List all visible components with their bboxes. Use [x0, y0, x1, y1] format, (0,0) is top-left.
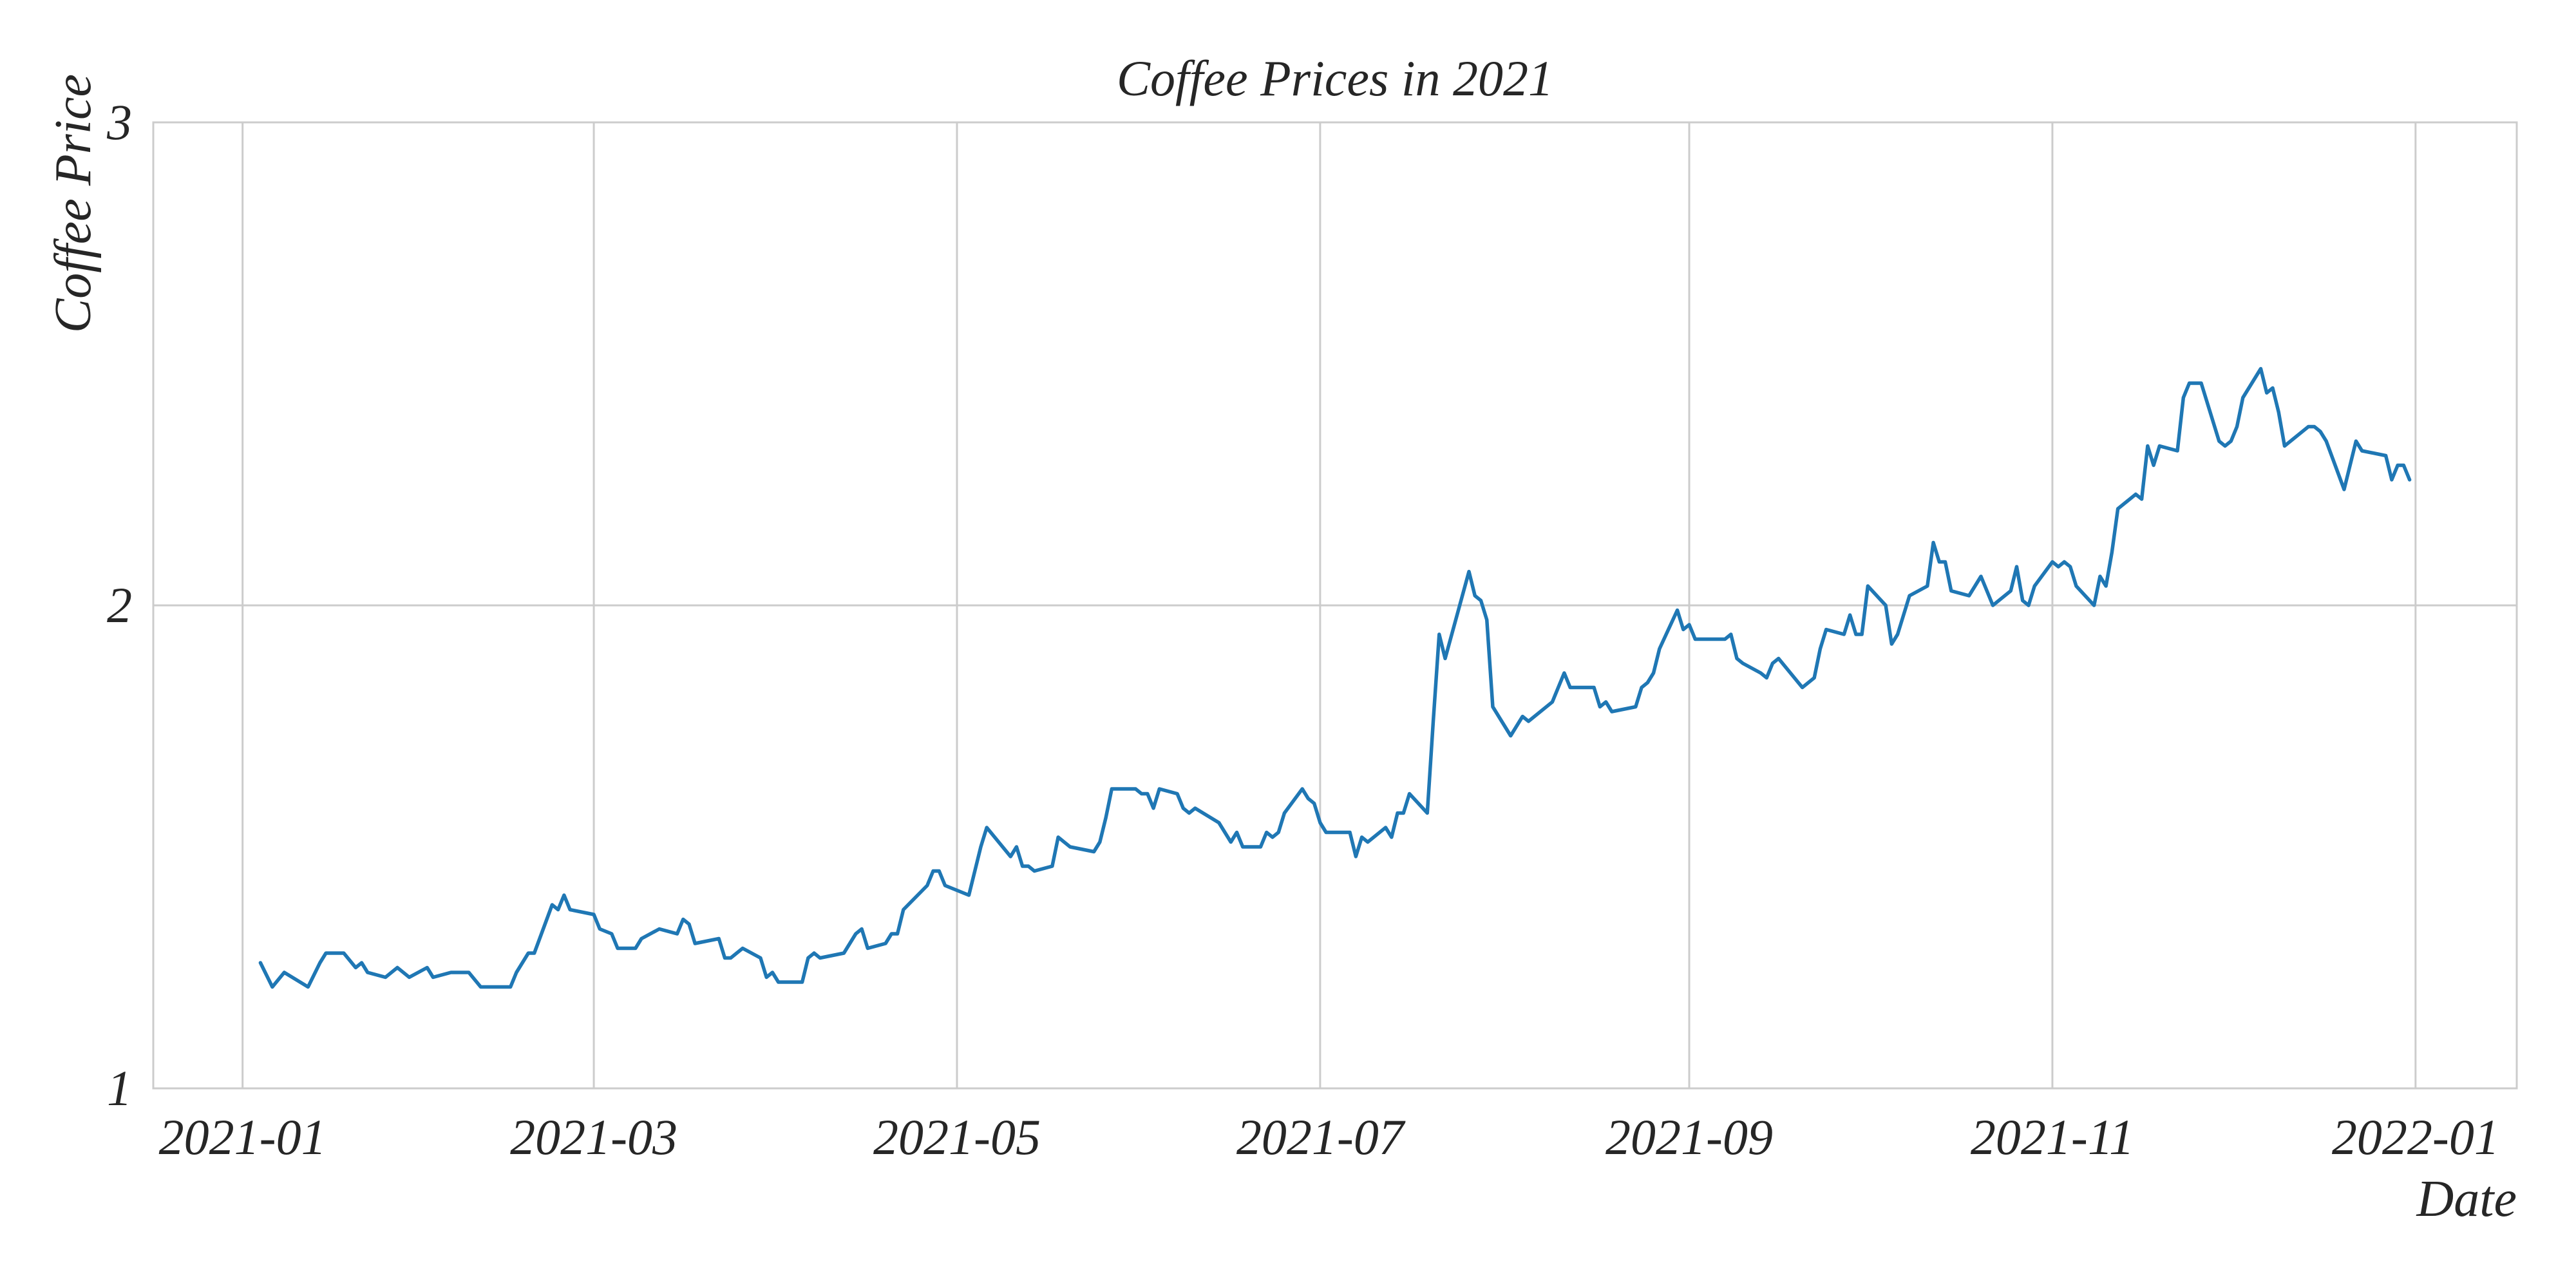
data-line — [258, 366, 2412, 989]
x-axis-label: Date — [2416, 1171, 2517, 1227]
x-tick-label: 2021-09 — [1605, 1109, 1773, 1165]
plot-frame — [152, 121, 2518, 1090]
x-tick-label: 2021-05 — [873, 1109, 1041, 1165]
x-tick-label: 2021-03 — [510, 1109, 677, 1165]
x-tick-label: 2021-11 — [1971, 1109, 2134, 1165]
y-tick-label: 2 — [107, 577, 132, 633]
y-tick-label: 3 — [106, 94, 132, 150]
x-tick-label: 2021-07 — [1236, 1109, 1406, 1165]
x-tick-label: 2021-01 — [159, 1109, 327, 1165]
y-axis-label: Coffee Price — [45, 74, 102, 333]
y-tick-label: 1 — [107, 1060, 132, 1116]
x-tick-label: 2022-01 — [2332, 1109, 2499, 1165]
chart-title: Coffee Prices in 2021 — [1117, 50, 1553, 106]
plot — [258, 366, 2412, 989]
